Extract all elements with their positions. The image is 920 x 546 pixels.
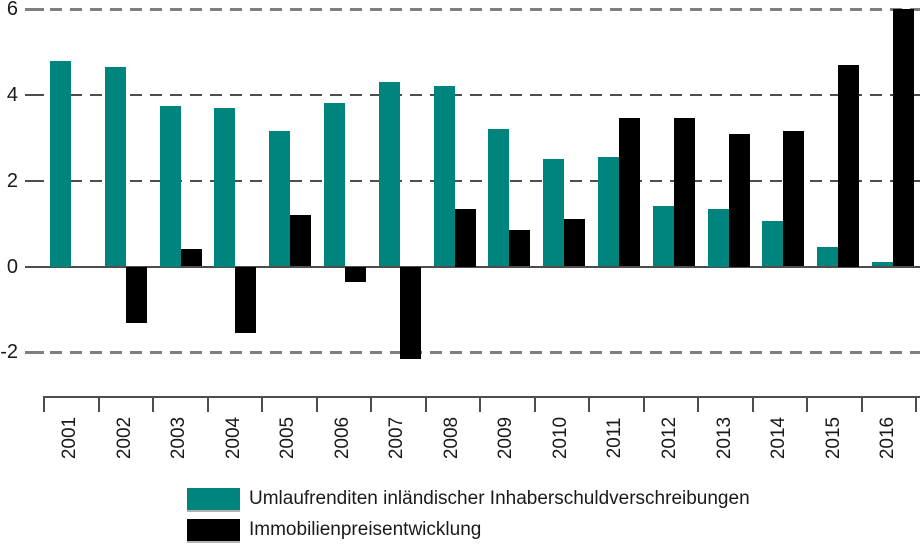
zero-line [25, 266, 920, 268]
x-axis-label-2003: 2003 [168, 416, 189, 460]
y-axis-tick [25, 351, 44, 354]
x-axis-tick [752, 396, 754, 412]
bar-immobilienpreise-2006 [345, 267, 366, 282]
gridline--2 [50, 351, 920, 354]
y-axis-label: 2 [6, 170, 18, 192]
bar-immobilienpreise-2010 [564, 219, 585, 266]
x-axis-line [43, 396, 920, 398]
x-axis-tick [316, 396, 318, 412]
x-axis-label-2010: 2010 [550, 416, 571, 460]
x-axis-tick [207, 396, 209, 412]
x-axis-label-2013: 2013 [714, 416, 735, 460]
bar-umlaufrenditen-2011 [598, 157, 619, 266]
bar-umlaufrenditen-2007 [379, 82, 400, 266]
x-axis-tick [643, 396, 645, 412]
bar-immobilienpreise-2004 [235, 267, 256, 333]
bar-umlaufrenditen-2002 [105, 67, 126, 266]
gridline-6 [50, 8, 920, 11]
bar-immobilienpreise-2014 [783, 131, 804, 266]
x-axis-tick [261, 396, 263, 412]
y-axis-tick [25, 180, 44, 182]
bar-umlaufrenditen-2016 [872, 262, 893, 266]
legend-swatch-immobilienpreise [187, 519, 240, 541]
bar-immobilienpreise-2003 [181, 249, 202, 266]
bar-umlaufrenditen-2008 [434, 86, 455, 266]
x-axis-label-2001: 2001 [59, 416, 80, 460]
legend-label-immobilienpreise: Immobilienpreisentwicklung [249, 519, 482, 540]
x-axis-label-2005: 2005 [277, 416, 298, 460]
bar-umlaufrenditen-2014 [762, 221, 783, 266]
y-axis-label: 0 [6, 256, 18, 278]
bar-umlaufrenditen-2006 [324, 103, 345, 266]
y-axis-label: 4 [6, 84, 18, 106]
x-axis-label-2007: 2007 [386, 416, 407, 460]
legend-item-umlaufrenditen: Umlaufrenditen inländischer Inhaberschul… [187, 488, 750, 510]
legend-label-umlaufrenditen: Umlaufrenditen inländischer Inhaberschul… [249, 488, 750, 509]
gridline-4 [50, 94, 920, 96]
bar-umlaufrenditen-2015 [817, 247, 838, 266]
bar-immobilienpreise-2011 [619, 118, 640, 266]
x-axis-tick [697, 396, 699, 412]
x-axis-tick [588, 396, 590, 412]
x-axis-tick [370, 396, 372, 412]
x-axis-label-2002: 2002 [114, 416, 135, 460]
x-axis-label-2016: 2016 [877, 416, 898, 460]
x-axis-tick [43, 396, 45, 412]
bar-immobilienpreise-2012 [674, 118, 695, 266]
bar-umlaufrenditen-2001 [50, 61, 71, 267]
x-axis-tick [479, 396, 481, 412]
legend: Umlaufrenditen inländischer Inhaberschul… [187, 488, 750, 546]
bar-immobilienpreise-2008 [455, 209, 476, 267]
x-axis-tick [915, 396, 917, 412]
bar-umlaufrenditen-2003 [160, 106, 181, 267]
y-axis-tick [25, 8, 44, 11]
bar-immobilienpreise-2015 [838, 65, 859, 267]
x-axis-label-2004: 2004 [223, 416, 244, 460]
x-axis-tick [152, 396, 154, 412]
x-axis-label-2012: 2012 [659, 416, 680, 460]
gridline-2 [50, 180, 920, 182]
x-axis-label-2009: 2009 [495, 416, 516, 460]
bar-immobilienpreise-2002 [126, 267, 147, 323]
x-axis-tick [861, 396, 863, 412]
bar-umlaufrenditen-2012 [653, 206, 674, 266]
bar-immobilienpreise-2009 [509, 230, 530, 266]
legend-swatch-umlaufrenditen [187, 488, 240, 510]
x-axis-tick [806, 396, 808, 412]
bar-umlaufrenditen-2004 [214, 108, 235, 267]
x-axis-label-2008: 2008 [441, 416, 462, 460]
x-axis-tick [98, 396, 100, 412]
bar-immobilienpreise-2005 [290, 215, 311, 266]
bar-immobilienpreise-2016 [893, 9, 914, 266]
bar-umlaufrenditen-2010 [543, 159, 564, 266]
x-axis-tick [425, 396, 427, 412]
x-axis-label-2006: 2006 [332, 416, 353, 460]
x-axis-label-2011: 2011 [604, 417, 625, 459]
bar-immobilienpreise-2007 [400, 267, 421, 359]
y-axis-label: -2 [0, 341, 18, 363]
y-axis-label: 6 [6, 0, 18, 20]
x-axis-label-2015: 2015 [823, 416, 844, 460]
x-axis-tick [534, 396, 536, 412]
bar-umlaufrenditen-2005 [269, 131, 290, 266]
bar-umlaufrenditen-2013 [708, 209, 729, 267]
x-axis-label-2014: 2014 [768, 416, 789, 460]
bar-immobilienpreise-2013 [729, 134, 750, 267]
y-axis-tick [25, 94, 44, 96]
bar-umlaufrenditen-2009 [488, 129, 509, 266]
legend-item-immobilienpreise: Immobilienpreisentwicklung [187, 519, 750, 541]
